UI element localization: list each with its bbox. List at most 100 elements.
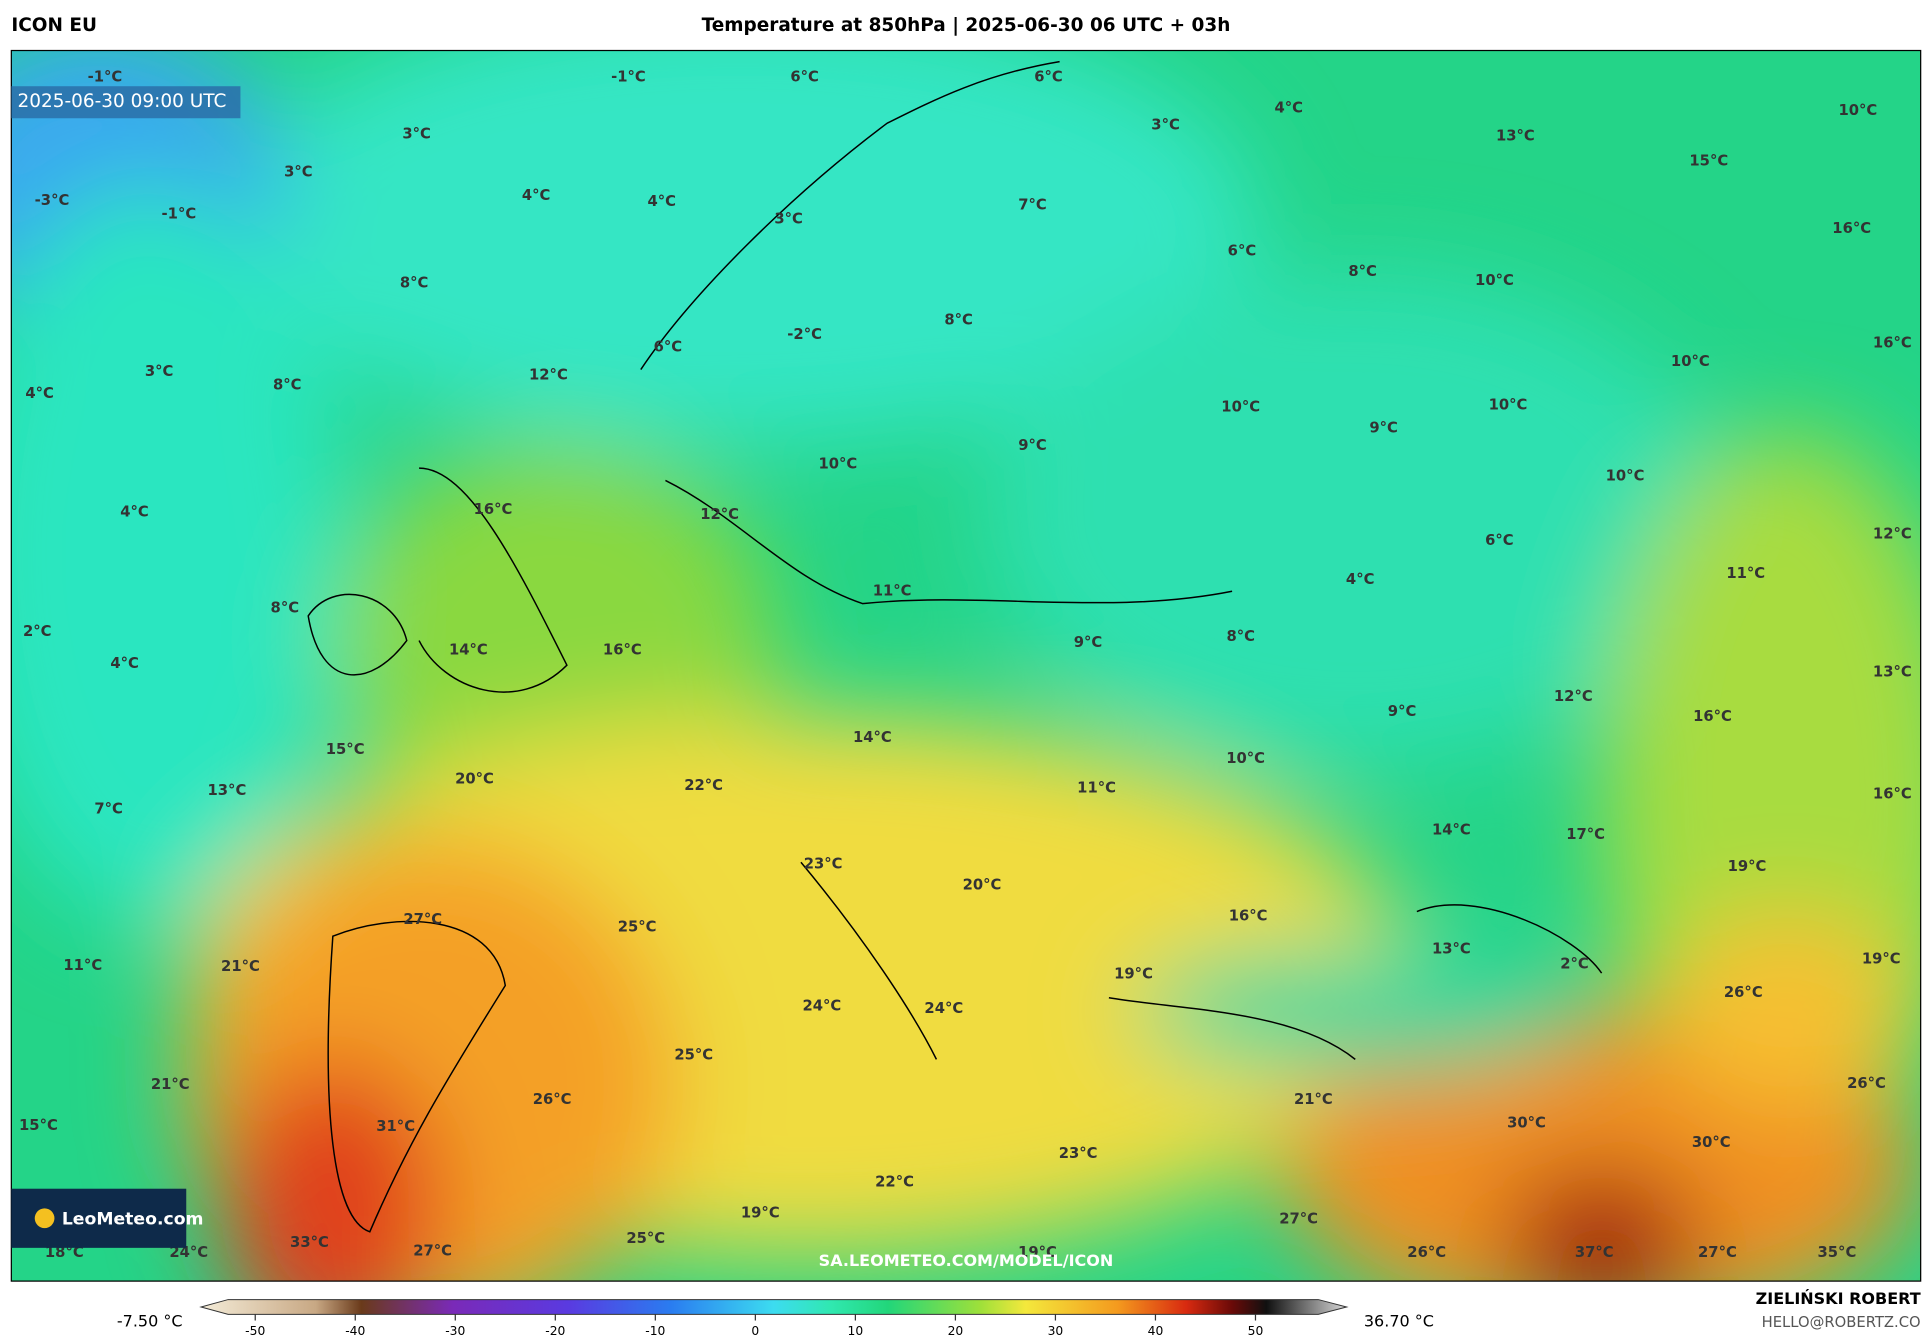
temperature-label: 16°C (1693, 708, 1732, 725)
temperature-label: 10°C (1671, 353, 1710, 370)
temperature-label: 26°C (533, 1091, 572, 1108)
temperature-label: 12°C (1873, 526, 1912, 543)
temperature-label: 9°C (1074, 634, 1103, 651)
temperature-label: 9°C (1018, 437, 1047, 454)
colorbar-tick-label: -10 (645, 1324, 665, 1338)
temperature-label: 4°C (25, 385, 54, 402)
temperature-label: 25°C (626, 1230, 665, 1247)
temperature-label: 23°C (804, 856, 843, 873)
temperature-label: 16°C (1229, 907, 1268, 924)
temperature-label: -3°C (35, 192, 70, 209)
temperature-label: 24°C (802, 997, 841, 1014)
temperature-label: 16°C (1832, 220, 1871, 237)
temperature-label: 31°C (376, 1118, 415, 1135)
colorbar-min: -7.50 °C (117, 1311, 183, 1330)
temperature-label: 16°C (603, 641, 642, 658)
valid-time: 2025-06-30 09:00 UTC (17, 91, 226, 112)
colorbar-tick-label: 50 (1248, 1324, 1264, 1338)
temperature-label: 9°C (1369, 420, 1398, 437)
temperature-label: 20°C (963, 877, 1002, 894)
temperature-label: 19°C (1728, 858, 1767, 875)
author: ZIELIŃSKI ROBERT (1756, 1289, 1921, 1308)
model-name: ICON EU (11, 15, 97, 36)
temperature-label: 11°C (1726, 565, 1765, 582)
temperature-label: 24°C (169, 1244, 208, 1261)
temperature-label: 11°C (1077, 779, 1116, 796)
valid-time-box (11, 86, 241, 119)
temperature-label: 3°C (145, 363, 174, 380)
colorbar-tick-label: 10 (848, 1324, 864, 1338)
temperature-label: 20°C (455, 771, 494, 788)
temperature-label: 6°C (1228, 242, 1257, 259)
temperature-label: 19°C (1114, 965, 1153, 982)
colorbar-tick-label: -40 (345, 1324, 365, 1338)
temperature-label: 8°C (1348, 263, 1377, 280)
temperature-label: 24°C (924, 1000, 963, 1017)
temperature-label: 26°C (1407, 1244, 1446, 1261)
colorbar-tick-label: -30 (445, 1324, 465, 1338)
temperature-label: 13°C (1496, 128, 1535, 145)
colorbar: -50 -40 -30 -20 -10 0 10 20 30 40 50 (199, 1299, 1349, 1338)
temperature-label: 33°C (290, 1234, 329, 1251)
temperature-label: 3°C (774, 210, 803, 227)
temperature-label: 6°C (654, 338, 683, 355)
temperature-label: 12°C (529, 367, 568, 384)
colorbar-tick-label: 40 (1148, 1324, 1164, 1338)
temperature-label: 25°C (618, 919, 657, 936)
temperature-label: 13°C (1873, 664, 1912, 681)
temperature-label: 8°C (273, 377, 302, 394)
temperature-label: 25°C (674, 1047, 713, 1064)
temperature-label: 19°C (1018, 1244, 1057, 1261)
temperature-label: 19°C (1862, 951, 1901, 968)
temperature-label: 18°C (45, 1244, 84, 1261)
temperature-label: 4°C (522, 187, 551, 204)
temperature-label: 15°C (326, 741, 365, 758)
temperature-label: 4°C (647, 193, 676, 210)
temperature-label: 30°C (1507, 1114, 1546, 1131)
colorbar-tick-label: 30 (1048, 1324, 1064, 1338)
temperature-label: 11°C (63, 957, 102, 974)
temperature-label: 27°C (413, 1243, 452, 1260)
coastlines (307, 60, 1603, 1233)
temperature-label: 4°C (1346, 571, 1375, 588)
temperature-label: 4°C (120, 503, 149, 520)
temperature-label: 16°C (1873, 786, 1912, 803)
temperature-label: 8°C (400, 274, 429, 291)
temperature-label: 22°C (684, 777, 723, 794)
temperature-label: 22°C (875, 1174, 914, 1191)
temperature-label: 26°C (1847, 1075, 1886, 1092)
temperature-label: 3°C (402, 125, 430, 142)
temperature-label: 14°C (853, 729, 892, 746)
temperature-label: 8°C (944, 311, 973, 328)
temperature-label: -2°C (787, 326, 822, 343)
temperature-label: 23°C (1059, 1145, 1098, 1162)
temperature-label: 11°C (873, 582, 912, 599)
colorbar-tick-label: 20 (948, 1324, 964, 1338)
map-frame (10, 49, 1922, 1282)
temperature-label: 21°C (151, 1076, 190, 1093)
logo-sun (34, 1208, 55, 1229)
colorbar-max: 36.70 °C (1364, 1311, 1434, 1330)
temperature-label: 4°C (1274, 99, 1303, 116)
temperature-label: 37°C (1575, 1244, 1614, 1261)
temperature-label: 15°C (19, 1117, 58, 1134)
temperature-label: 8°C (271, 600, 300, 617)
colorbar-tick-label: -20 (545, 1324, 565, 1338)
temperature-label: 27°C (1698, 1244, 1737, 1261)
temperature-label: 30°C (1692, 1134, 1731, 1151)
temperature-label: 14°C (449, 641, 488, 658)
temperature-label: 13°C (1432, 941, 1471, 958)
logo: LeoMeteo.com (62, 1210, 204, 1230)
temperature-label: 10°C (1489, 396, 1528, 413)
temperature-label: 10°C (1838, 102, 1877, 119)
temperature-label: 17°C (1566, 826, 1605, 843)
map-title: Temperature at 850hPa | 2025-06-30 06 UT… (702, 15, 1231, 36)
temperature-label: 21°C (1294, 1091, 1333, 1108)
temperature-label: 12°C (1554, 688, 1593, 705)
temperature-label: 3°C (1151, 117, 1180, 134)
temperature-label: 16°C (1873, 335, 1912, 352)
temperature-label: 2°C (1560, 956, 1589, 973)
temperature-label: -1°C (611, 69, 646, 86)
